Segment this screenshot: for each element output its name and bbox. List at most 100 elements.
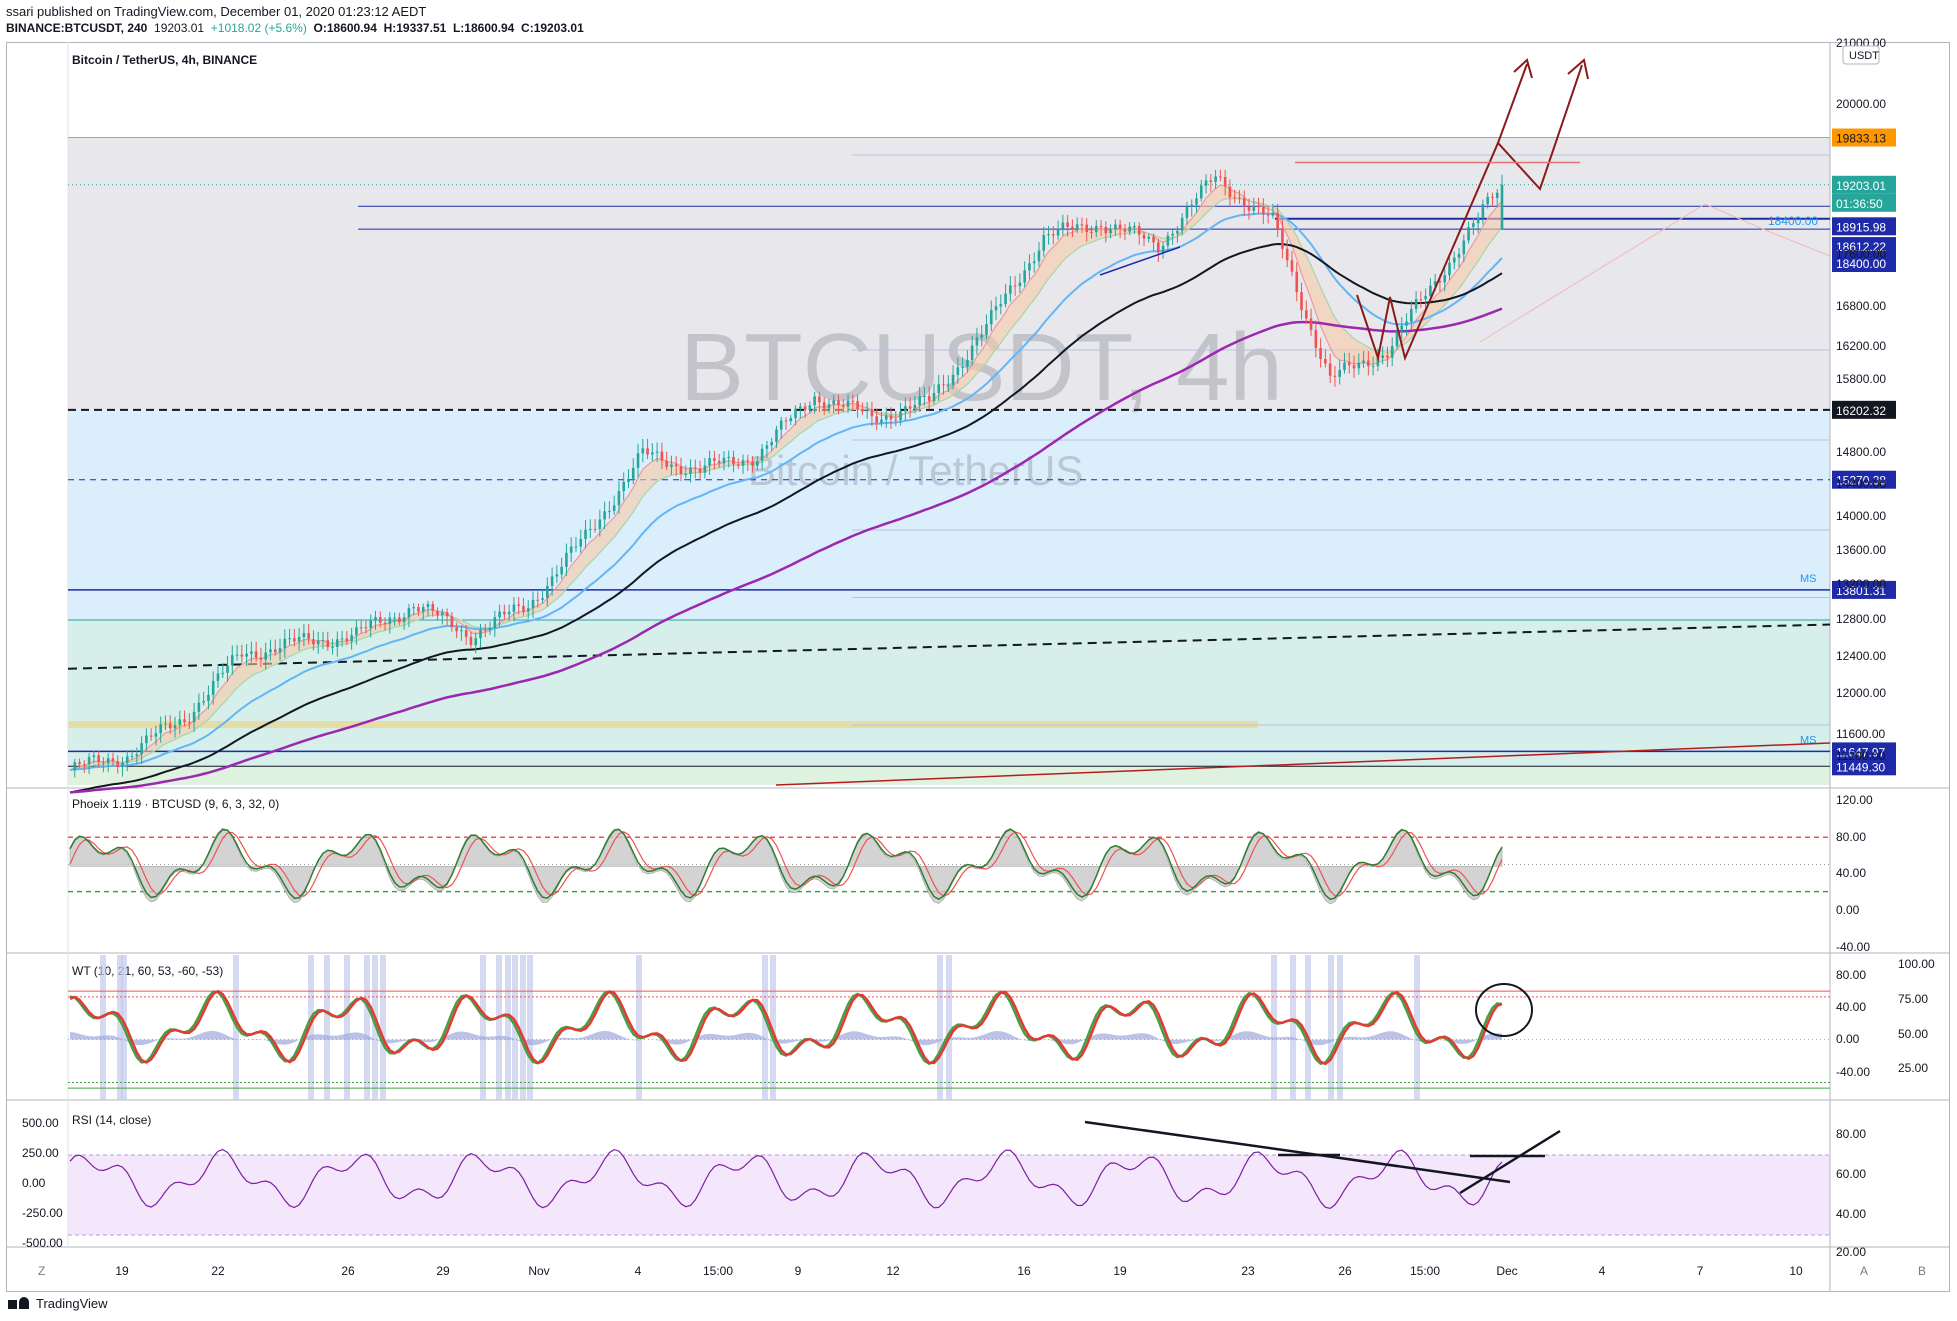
candle-body: [684, 473, 688, 475]
main-legend: Bitcoin / TetherUS, 4h, BINANCE: [72, 53, 257, 67]
candle-body: [713, 458, 716, 461]
candle-body: [937, 384, 941, 394]
candle-body: [1085, 224, 1089, 233]
green-zone: [68, 766, 1830, 785]
auto-scale-button[interactable]: A: [1860, 1264, 1868, 1278]
symbol-label: BINANCE:BTCUSDT, 240: [6, 21, 148, 35]
candle-body: [1262, 206, 1265, 215]
faint-pink-line: [1479, 203, 1831, 343]
tradingview-logo-icon: [8, 1296, 30, 1311]
candle-body: [1319, 347, 1322, 359]
small-navy-trendline: [1099, 246, 1181, 276]
candle-body: [994, 306, 998, 311]
candle-body: [526, 608, 530, 612]
candle-body: [698, 468, 702, 473]
ms-label-top: MS: [1800, 573, 1817, 585]
candle-body: [1147, 236, 1151, 239]
candle-body: [355, 627, 358, 636]
candle-body: [460, 630, 463, 632]
candle-body: [154, 733, 158, 737]
candle-body: [1438, 281, 1442, 283]
candle-body: [1233, 197, 1236, 199]
candle-body: [1476, 217, 1480, 224]
candle-body: [192, 711, 196, 723]
wt-highlight-bar: [364, 955, 370, 1100]
time-axis-tick: 23: [1241, 1264, 1255, 1278]
candle-body: [121, 762, 124, 767]
candle-body: [78, 762, 81, 765]
candle-body: [751, 461, 754, 466]
candle-body: [345, 638, 349, 642]
price-tag-label: 11449.30: [1836, 760, 1885, 774]
candle-body: [760, 448, 764, 461]
candle-body: [493, 617, 497, 628]
candle-body: [450, 616, 454, 628]
log-scale-button[interactable]: B: [1918, 1264, 1926, 1278]
candle-body: [168, 723, 172, 729]
candle-body: [1333, 375, 1337, 377]
candle-body: [407, 608, 411, 618]
wt-highlight-bar: [380, 955, 386, 1100]
candle-body: [1410, 308, 1413, 322]
price-axis-tick: 14400.00: [1836, 477, 1886, 491]
candle-body: [331, 646, 334, 648]
arrowhead-right: [1567, 58, 1589, 80]
candle-body: [1500, 184, 1504, 230]
candle-body: [1386, 355, 1389, 358]
zoom-reset-button[interactable]: Z: [38, 1264, 45, 1278]
low-value: L:18600.94: [452, 21, 515, 35]
candle-body: [378, 617, 382, 623]
rsi-breakout-line: [1459, 1129, 1561, 1195]
candle-body: [1238, 197, 1241, 199]
publisher-line: ssari published on TradingView.com, Dece…: [6, 4, 427, 19]
time-axis-tick: 29: [436, 1264, 450, 1278]
candle-body: [1071, 226, 1074, 230]
candle-body: [980, 334, 984, 338]
price-axis-tick: 11200.00: [1836, 749, 1885, 763]
watermark-name: Bitcoin / TetherUS: [748, 447, 1083, 494]
candle-body: [1223, 177, 1227, 187]
candle-body: [942, 384, 945, 386]
candle-body: [989, 310, 993, 325]
candle-body: [221, 672, 225, 674]
close-value: C:19203.01: [521, 21, 584, 35]
arrowhead-left: [1513, 58, 1533, 79]
rsi-line: [69, 1148, 1503, 1209]
candle-body: [130, 756, 134, 758]
ema-black: [69, 242, 1503, 794]
ema-purple: [69, 307, 1503, 794]
high-value: H:19337.51: [383, 21, 447, 35]
candle-body: [230, 655, 234, 666]
candle-body: [756, 460, 759, 466]
candle-body: [1099, 225, 1103, 227]
candle-body: [474, 638, 478, 646]
price-axis-tick: 14000.00: [1836, 509, 1886, 523]
wt-highlight-bar: [100, 955, 106, 1100]
candle-body: [636, 453, 640, 468]
candle-body: [1309, 318, 1313, 330]
candle-body: [288, 638, 291, 640]
price-change: +1018.02 (+5.6%): [210, 21, 307, 35]
price-tag: [1832, 254, 1896, 272]
candle-body: [1295, 271, 1299, 293]
price-axis-tick: 12400.00: [1836, 649, 1886, 663]
candle-body: [1414, 299, 1418, 309]
open-value: O:18600.94: [313, 21, 377, 35]
candle-body: [655, 451, 659, 453]
wt-highlight-bar: [324, 955, 330, 1100]
candle-body: [149, 735, 153, 737]
candle-body: [1285, 248, 1289, 261]
candle-body: [431, 604, 435, 611]
candle-body: [1166, 235, 1170, 246]
candle-body: [827, 404, 831, 409]
candle-body: [1276, 212, 1279, 229]
price-axis-tick: 16200.00: [1836, 339, 1886, 353]
phoenix-axis-tick: -40.00: [1836, 940, 1870, 954]
candle-body: [1467, 227, 1470, 241]
candle-body: [889, 415, 893, 420]
phoenix-axis-tick: 80.00: [1836, 830, 1866, 844]
candle-body: [441, 612, 444, 616]
candle-body: [794, 408, 797, 419]
candle-body: [813, 396, 816, 406]
